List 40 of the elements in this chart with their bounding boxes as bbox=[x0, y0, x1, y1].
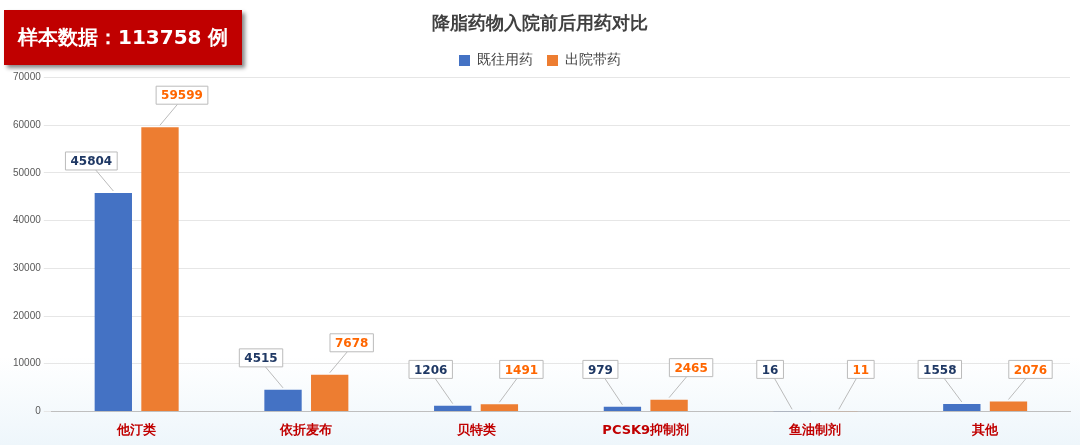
y-tick-label: 50000 bbox=[13, 166, 42, 178]
bar bbox=[943, 403, 981, 411]
y-tick-label: 10000 bbox=[13, 357, 42, 369]
data-label: 11 bbox=[852, 362, 870, 377]
y-tick-label: 30000 bbox=[13, 262, 42, 274]
data-label: 1491 bbox=[504, 362, 539, 377]
data-label: 2076 bbox=[1013, 362, 1048, 377]
y-tick-label: 20000 bbox=[13, 309, 42, 321]
bar bbox=[311, 374, 349, 411]
chart-title: 降脂药物入院前后用药对比 bbox=[432, 12, 648, 34]
x-tick-label: 贝特类 bbox=[455, 421, 496, 437]
y-tick-label: 70000 bbox=[13, 71, 42, 83]
x-tick-label: 其他 bbox=[971, 421, 1000, 437]
bar bbox=[94, 192, 132, 411]
y-tick-label: 0 bbox=[35, 405, 42, 417]
bar bbox=[989, 401, 1028, 411]
x-tick-label: 鱼油制剂 bbox=[788, 421, 842, 437]
y-tick-label: 40000 bbox=[13, 214, 42, 226]
legend-label: 出院带药 bbox=[565, 51, 621, 68]
legend-label: 既往用药 bbox=[477, 51, 533, 68]
bar bbox=[434, 405, 472, 411]
x-tick-label: 依折麦布 bbox=[279, 421, 333, 437]
y-tick-label: 60000 bbox=[13, 119, 42, 131]
data-label: 45804 bbox=[70, 154, 113, 169]
x-tick-label: PCSK9抑制剂 bbox=[602, 421, 690, 437]
data-label: 2465 bbox=[674, 360, 708, 375]
bar bbox=[650, 399, 688, 411]
bar bbox=[480, 404, 519, 411]
bar bbox=[603, 406, 642, 411]
data-label: 16 bbox=[761, 362, 779, 377]
data-label: 7678 bbox=[334, 335, 369, 350]
data-label: 1558 bbox=[923, 362, 957, 377]
bar bbox=[141, 127, 179, 411]
text: 样本数据：113758 例 bbox=[4, 10, 243, 65]
bar bbox=[264, 389, 302, 411]
data-label: 1206 bbox=[414, 362, 448, 377]
data-label: 59599 bbox=[161, 88, 203, 103]
data-label: 4515 bbox=[244, 350, 278, 365]
data-label: 979 bbox=[587, 362, 613, 377]
x-tick-label: 他汀类 bbox=[116, 421, 157, 437]
